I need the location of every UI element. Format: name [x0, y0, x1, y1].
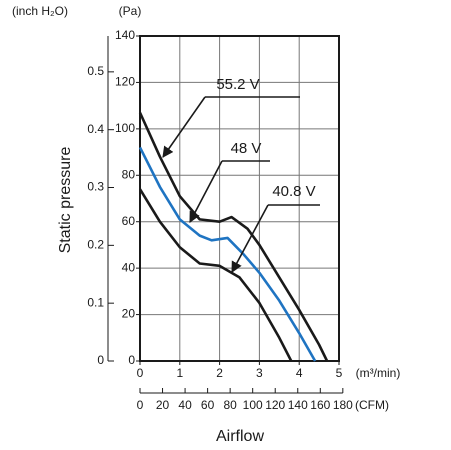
- callout-arrow: [231, 204, 269, 273]
- x2-tick-label: 180: [333, 398, 353, 412]
- x2-tick-label: 100: [243, 398, 263, 412]
- y-tick-label: 100: [115, 121, 135, 135]
- x2-tick-label: 60: [201, 398, 215, 412]
- callout-arrow: [162, 96, 206, 158]
- x-axis-label: Airflow: [216, 428, 264, 445]
- y-tick-label: 140: [115, 28, 135, 42]
- y-tick-label: 120: [115, 75, 135, 89]
- x-tick-label: 5: [336, 366, 343, 380]
- y2-tick-label: 0: [97, 353, 104, 367]
- x-tick-label: 1: [176, 366, 183, 380]
- x-tick-label: 3: [256, 366, 263, 380]
- x-unit: (m³/min): [356, 366, 401, 380]
- y-tick-label: 80: [122, 167, 136, 181]
- x2-tick-label: 120: [265, 398, 285, 412]
- x2-tick-label: 40: [178, 398, 192, 412]
- y-tick-label: 40: [122, 260, 136, 274]
- curve: [138, 146, 317, 362]
- curve: [138, 112, 329, 362]
- x2-tick-label: 140: [288, 398, 308, 412]
- curve: [138, 188, 293, 362]
- y2-tick-label: 0.5: [87, 64, 104, 78]
- x2-tick-label: 160: [310, 398, 330, 412]
- y2-tick-label: 0.3: [87, 180, 104, 194]
- y-tick-label: 0: [128, 353, 135, 367]
- plot-frame: [139, 35, 340, 362]
- y2-tick-label: 0.4: [87, 122, 104, 136]
- y-tick-label: 20: [122, 307, 136, 321]
- x-tick-label: 4: [296, 366, 303, 380]
- y2-tick-label: 0.2: [87, 238, 104, 252]
- x2-unit: (CFM): [355, 398, 389, 412]
- series-label: 55.2 V: [216, 76, 259, 93]
- x2-tick-label: 20: [156, 398, 170, 412]
- x-tick-label: 2: [216, 366, 223, 380]
- x-tick-label: 0: [137, 366, 144, 380]
- y2-tick-label: 0.1: [87, 295, 104, 309]
- x2-tick-label: 0: [137, 398, 144, 412]
- y2-unit: (inch H₂O): [12, 4, 68, 18]
- callout-arrow: [189, 160, 223, 223]
- series-label: 40.8 V: [272, 183, 315, 200]
- y-tick-label: 60: [122, 214, 136, 228]
- series-label: 48 V: [231, 140, 262, 157]
- x2-tick-label: 80: [223, 398, 237, 412]
- y-axis-label: Static pressure: [57, 147, 74, 254]
- y-unit: (Pa): [119, 4, 142, 18]
